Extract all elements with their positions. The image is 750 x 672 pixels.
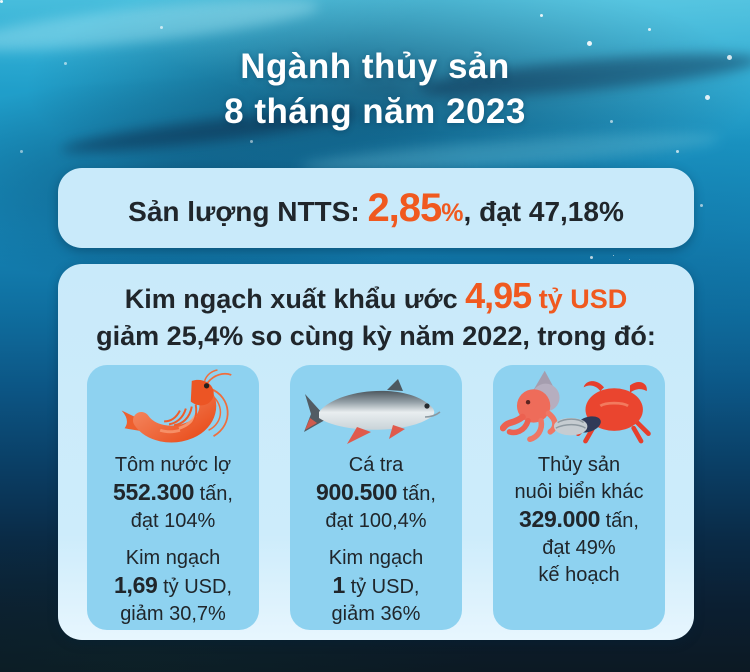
card-pangasius-text: Cá tra 900.500 tấn, đạt 100,4% Kim ngạch… bbox=[290, 452, 462, 628]
card-volume: 552.300 tấn, bbox=[87, 479, 259, 508]
volume-unit: tấn, bbox=[600, 510, 639, 532]
card-shrimp-text: Tôm nước lợ 552.300 tấn, đạt 104% Kim ng… bbox=[87, 452, 259, 628]
volume-note-line2: kế hoạch bbox=[538, 564, 620, 586]
card-shrimp: Tôm nước lợ 552.300 tấn, đạt 104% Kim ng… bbox=[87, 365, 259, 630]
category-cards: Tôm nước lợ 552.300 tấn, đạt 104% Kim ng… bbox=[58, 355, 694, 630]
revenue-note: giảm 36% bbox=[331, 603, 421, 625]
export-header-line1: Kim ngạch xuất khẩu ước 4,95 tỷ USD bbox=[58, 277, 694, 318]
card-marine-others-text: Thủy sản nuôi biển khác 329.000 tấn, đạt… bbox=[493, 452, 665, 589]
revenue-label: Kim ngạch bbox=[125, 547, 221, 569]
card-volume: 900.500 tấn, bbox=[290, 479, 462, 508]
export-header: Kim ngạch xuất khẩu ước 4,95 tỷ USD giảm… bbox=[58, 277, 694, 355]
export-unit: tỷ USD bbox=[531, 284, 628, 314]
revenue-value: 1,69 bbox=[113, 572, 158, 598]
fish-icon bbox=[290, 365, 462, 452]
export-value: 4,95 bbox=[465, 275, 532, 316]
volume-value: 552.300 bbox=[113, 479, 195, 505]
summary-text: Sản lượng NTTS: 2,85%, đạt 47,18% bbox=[128, 186, 624, 231]
volume-unit: tấn, bbox=[397, 483, 436, 505]
revenue-note: giảm 30,7% bbox=[120, 603, 226, 625]
card-name: Thủy sản bbox=[537, 454, 621, 476]
title-line1: Ngành thủy sản bbox=[240, 47, 510, 86]
volume-note: đạt 104% bbox=[130, 510, 216, 532]
card-name-line2: nuôi biển khác bbox=[514, 481, 644, 503]
title-line2: 8 tháng năm 2023 bbox=[224, 92, 526, 131]
export-prefix: Kim ngạch xuất khẩu ước bbox=[124, 284, 466, 314]
volume-unit: tấn, bbox=[194, 483, 233, 505]
volume-note: đạt 49% bbox=[542, 537, 616, 559]
export-panel: Kim ngạch xuất khẩu ước 4,95 tỷ USD giảm… bbox=[58, 264, 694, 640]
summary-suffix: , đạt 47,18% bbox=[463, 195, 624, 227]
bubble-specks bbox=[0, 0, 3, 3]
card-pangasius: Cá tra 900.500 tấn, đạt 100,4% Kim ngạch… bbox=[290, 365, 462, 630]
card-name: Cá tra bbox=[348, 454, 404, 476]
card-revenue: 1 tỷ USD, bbox=[290, 572, 462, 601]
revenue-unit: tỷ USD, bbox=[157, 576, 233, 598]
card-marine-others: Thủy sản nuôi biển khác 329.000 tấn, đạt… bbox=[493, 365, 665, 630]
volume-note: đạt 100,4% bbox=[325, 510, 427, 532]
card-name: Tôm nước lợ bbox=[114, 454, 232, 476]
page-title: Ngành thủy sản 8 tháng năm 2023 bbox=[0, 44, 750, 134]
export-header-line2: giảm 25,4% so cùng kỳ năm 2022, trong đó… bbox=[96, 321, 656, 351]
summary-panel: Sản lượng NTTS: 2,85%, đạt 47,18% bbox=[58, 168, 694, 248]
volume-value: 900.500 bbox=[316, 479, 398, 505]
summary-prefix: Sản lượng NTTS: bbox=[128, 195, 368, 227]
shrimp-icon bbox=[87, 365, 259, 452]
summary-value: 2,85 bbox=[367, 185, 442, 230]
volume-value: 329.000 bbox=[519, 506, 601, 532]
revenue-label: Kim ngạch bbox=[328, 547, 424, 569]
card-volume: 329.000 tấn, bbox=[493, 506, 665, 535]
card-revenue: 1,69 tỷ USD, bbox=[87, 572, 259, 601]
revenue-value: 1 bbox=[332, 572, 346, 598]
summary-unit: % bbox=[441, 198, 464, 227]
seafood-icon bbox=[493, 365, 665, 452]
revenue-unit: tỷ USD, bbox=[345, 576, 420, 598]
